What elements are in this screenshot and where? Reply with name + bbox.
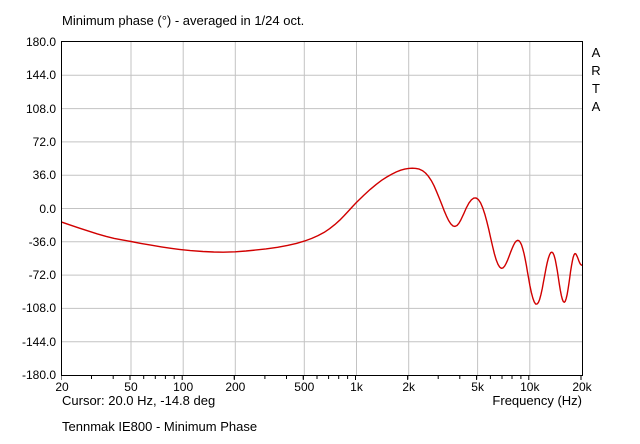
y-tick-label: -144.0 — [21, 334, 56, 349]
y-tick-label: -180.0 — [21, 368, 56, 382]
plot-area[interactable] — [61, 41, 583, 376]
y-tick-label: 144.0 — [25, 68, 56, 83]
chart-title: Minimum phase (°) - averaged in 1/24 oct… — [62, 13, 305, 28]
arta-letter: A — [591, 45, 601, 60]
y-tick-label: -36.0 — [28, 234, 56, 249]
x-axis-minor-ticks — [61, 376, 582, 380]
arta-letter: R — [591, 63, 601, 78]
x-axis-title: Frequency (Hz) — [492, 393, 582, 408]
arta-letter: A — [591, 99, 601, 114]
x-tick-label: 100 — [173, 380, 194, 394]
y-tick-label: 72.0 — [32, 134, 56, 149]
arta-watermark: A R T A — [588, 44, 604, 116]
y-tick-label: -72.0 — [28, 268, 56, 283]
phase-curve-plot — [62, 42, 582, 375]
y-tick-label: 0.0 — [39, 201, 56, 216]
y-tick-label: 36.0 — [32, 168, 56, 183]
y-tick-label: 108.0 — [25, 101, 56, 116]
y-tick-label: -108.0 — [21, 301, 56, 316]
cursor-readout: Cursor: 20.0 Hz, -14.8 deg — [62, 393, 216, 408]
x-tick-label: 50 — [124, 380, 138, 394]
x-tick-label: 10k — [520, 380, 540, 394]
y-tick-label: 180.0 — [25, 35, 56, 49]
x-tick-label: 2k — [402, 380, 415, 394]
x-tick-label: 20 — [55, 380, 69, 394]
arta-letter: T — [592, 81, 600, 96]
measurement-title: Tennmak IE800 - Minimum Phase — [62, 419, 258, 434]
x-tick-label: 5k — [471, 380, 484, 394]
x-tick-label: 500 — [294, 380, 315, 394]
x-tick-label: 1k — [350, 380, 363, 394]
x-tick-label: 20k — [572, 380, 592, 394]
x-tick-label: 200 — [225, 380, 246, 394]
